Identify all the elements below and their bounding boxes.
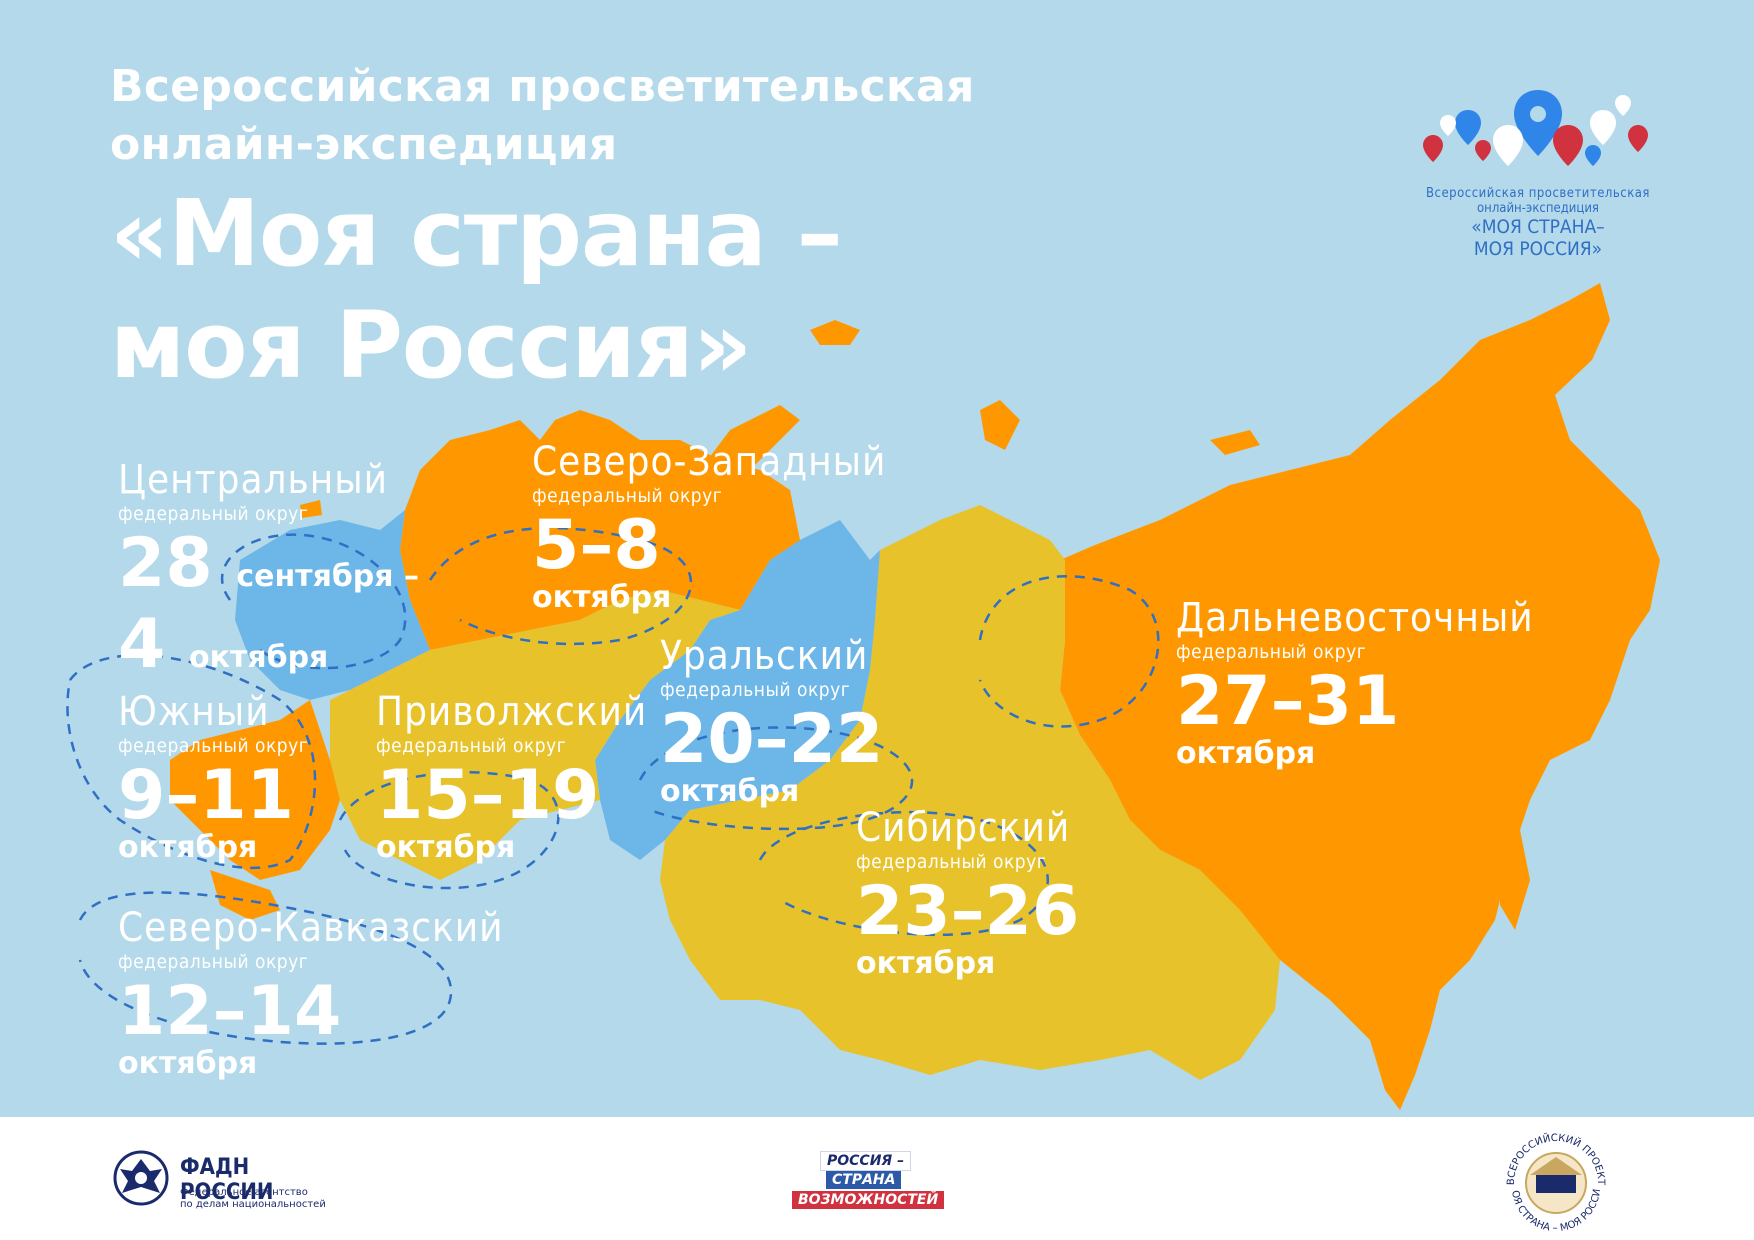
district-sub: федеральный округ — [660, 679, 851, 701]
region-northwest — [400, 410, 800, 650]
district-sub: федеральный округ — [856, 851, 1047, 873]
route-volga — [338, 770, 560, 890]
district-sub: федеральный округ — [376, 735, 567, 757]
rsv-line-1: РОССИЯ – — [820, 1151, 912, 1171]
project-seal: ВСЕРОССИЙСКИЙ ПРОЕКТ МОЯ СТРАНА – МОЯ РО… — [1496, 1123, 1612, 1234]
district-month: октября — [376, 830, 516, 865]
region-south — [170, 700, 340, 880]
region-north-caucasus — [210, 870, 280, 920]
district-northwest: Северо-Западный федеральный округ 5–8 ок… — [532, 440, 886, 614]
island-franz-josef — [810, 320, 860, 345]
logo-line-2: онлайн-экспедиция — [1477, 201, 1599, 216]
route-lines — [66, 526, 1160, 1045]
title-line-2: моя Россия» — [110, 292, 752, 399]
district-month: октября — [532, 580, 672, 615]
district-far-east: Дальневосточный федеральный округ 27–31 … — [1176, 596, 1534, 770]
district-date: 28 сентября – — [118, 528, 419, 613]
district-date: 5–8 — [532, 506, 661, 585]
district-name: Северо-Западный — [532, 439, 887, 485]
logo-line-4: МОЯ РОССИЯ» — [1473, 238, 1603, 260]
district-north-caucasus: Северо-Кавказский федеральный округ 12–1… — [118, 906, 504, 1080]
region-central — [235, 510, 430, 700]
fadn-description: Федеральное агентство по делам националь… — [180, 1187, 350, 1211]
footer: ФАДН РОССИИ Федеральное агентство по дел… — [0, 1117, 1754, 1240]
route-northwest — [428, 526, 693, 646]
district-date: 12–14 — [118, 972, 342, 1051]
region-ural — [595, 520, 880, 860]
route-south — [66, 654, 317, 870]
district-sub: федеральный округ — [118, 503, 309, 525]
district-sub: федеральный округ — [118, 951, 309, 973]
district-siberia: Сибирский федеральный округ 23–26 октябр… — [856, 806, 1079, 980]
island-novosibirsk — [1210, 430, 1260, 455]
region-siberia — [660, 505, 1280, 1080]
region-far-east — [1060, 283, 1660, 1110]
district-central: Центральный федеральный округ 28 сентябр… — [118, 458, 419, 694]
map-pins — [1423, 90, 1648, 166]
route-ncaucasus — [78, 891, 453, 1045]
district-month: октября — [118, 830, 258, 865]
date-start-month: сентября – — [236, 559, 419, 594]
route-siberia — [758, 810, 1049, 937]
date-end: 4 — [118, 605, 166, 684]
route-fareast — [978, 575, 1160, 728]
logo-line-3: «МОЯ СТРАНА– — [1471, 216, 1605, 238]
district-sub: федеральный округ — [532, 485, 723, 507]
fadn-logo: ФАДН РОССИИ Федеральное агентство по дел… — [110, 1145, 340, 1215]
district-south: Южный федеральный округ 9–11 октября — [118, 690, 308, 864]
district-date: 15–19 — [376, 756, 600, 835]
district-date-end: 4 октября — [118, 609, 419, 694]
district-name: Приволжский — [376, 689, 648, 735]
district-sub: федеральный округ — [1176, 641, 1367, 663]
district-month: октября — [1176, 736, 1316, 771]
pins-icon — [1423, 90, 1648, 166]
route-central — [221, 533, 407, 670]
subtitle-line-1: Всероссийская просветительская — [110, 61, 975, 112]
header: Всероссийская просветительская онлайн-эк… — [110, 58, 975, 398]
district-name: Дальневосточный — [1176, 595, 1534, 641]
district-name: Северо-Кавказский — [118, 905, 504, 951]
region-kaliningrad — [300, 500, 322, 518]
fadn-name: ФАДН РОССИИ — [180, 1155, 274, 1205]
district-date: 23–26 — [856, 872, 1080, 951]
date-end-month: октября — [189, 640, 329, 675]
rsv-line-2: СТРАНА — [826, 1171, 902, 1189]
district-name: Центральный — [118, 457, 389, 503]
fadn-desc-line-1: Федеральное агентство — [180, 1187, 308, 1198]
route-ural — [638, 726, 914, 831]
island-severnaya-zemlya — [980, 400, 1020, 450]
rsv-line-3: ВОЗМОЖНОСТЕЙ — [792, 1191, 945, 1209]
title-line-1: «Моя страна – — [110, 180, 843, 287]
subtitle-line-2: онлайн-экспедиция — [110, 119, 618, 170]
district-ural: Уральский федеральный округ 20–22 октябр… — [660, 634, 883, 808]
island-sakhalin — [1500, 830, 1530, 930]
logo-caption: Всероссийская просветительская онлайн-эк… — [1408, 186, 1668, 260]
district-volga: Приволжский федеральный округ 15–19 октя… — [376, 690, 647, 864]
district-name: Южный — [118, 689, 270, 735]
expedition-logo: Всероссийская просветительская онлайн-эк… — [1408, 80, 1668, 280]
district-date: 9–11 — [118, 756, 294, 835]
district-name: Сибирский — [856, 805, 1071, 851]
fadn-desc-line-2: по делам национальностей — [180, 1199, 326, 1210]
region-volga — [330, 590, 740, 880]
project-seal-icon: ВСЕРОССИЙСКИЙ ПРОЕКТ МОЯ СТРАНА – МОЯ РО… — [1496, 1123, 1606, 1234]
district-month: октября — [660, 774, 800, 809]
district-month: октября — [856, 946, 996, 981]
rsv-logo: РОССИЯ – СТРАНА ВОЗМОЖНОСТЕЙ — [786, 1151, 946, 1215]
logo-line-1: Всероссийская просветительская — [1426, 186, 1650, 201]
district-date: 27–31 — [1176, 662, 1400, 741]
eagle-emblem-icon — [113, 1150, 169, 1206]
district-date: 20–22 — [660, 700, 884, 779]
district-name: Уральский — [660, 633, 869, 679]
district-month: октября — [118, 1046, 258, 1081]
date-start: 28 — [118, 524, 213, 603]
district-sub: федеральный округ — [118, 735, 309, 757]
